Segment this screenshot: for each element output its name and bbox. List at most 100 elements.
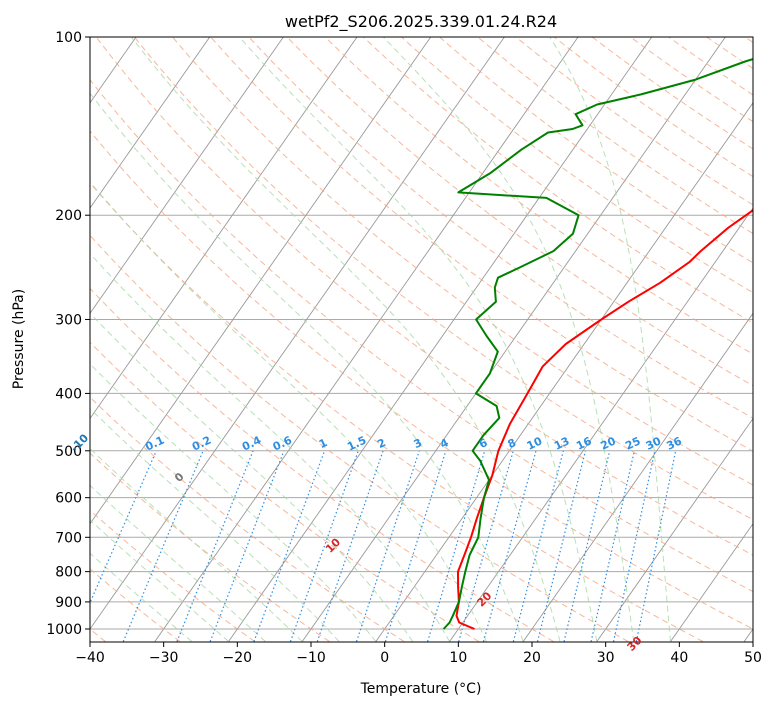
isotherm-line (743, 628, 753, 642)
isotherm-line (90, 37, 505, 630)
mixing-ratio-line (536, 450, 587, 642)
dry-adiabat-line (591, 37, 753, 150)
x-tick-label: −40 (75, 650, 105, 666)
x-axis-ticks: −40 −30 −20 −10 0 10 20 30 40 50 (75, 642, 762, 666)
moist-adiabat-line (90, 92, 524, 642)
mixing-ratio-label: 13 (552, 435, 571, 453)
moist-adiabat-line (90, 447, 303, 642)
x-tick-label: 50 (744, 650, 762, 666)
moist-adiabat-line (90, 552, 193, 642)
x-tick-label: 30 (597, 650, 615, 666)
isotherm-line (154, 37, 579, 642)
y-axis-ticks: 100 200 300 400 500 600 700 800 900 1000 (46, 30, 90, 638)
y-tick-label: 300 (55, 312, 82, 328)
mixing-ratio-label: 6 (477, 436, 490, 451)
isotherm-line (522, 312, 753, 642)
x-tick-label: 10 (449, 650, 467, 666)
dry-adiabat-line (90, 182, 704, 642)
y-tick-label: 1000 (46, 622, 82, 638)
y-tick-label: 400 (55, 386, 82, 402)
mixing-ratio-line (176, 450, 254, 642)
moist-adiabat-line (90, 407, 340, 642)
mixing-ratio-line (612, 450, 656, 642)
y-tick-label: 900 (55, 595, 82, 611)
y-tick-label: 200 (55, 208, 82, 224)
mixing-ratio-label: 2 (375, 436, 387, 451)
dry-adiabat-line (90, 287, 554, 642)
mixing-ratio-line (384, 450, 447, 642)
background-lines (90, 37, 753, 642)
dry-adiabat-line (90, 341, 480, 642)
x-tick-label: 40 (670, 650, 688, 666)
data-series (442, 58, 753, 630)
y-tick-label: 600 (55, 491, 82, 507)
isotherm-line (670, 522, 753, 642)
mixing-ratio-label: 10 (525, 434, 545, 452)
mixing-ratio-line (635, 450, 677, 642)
mixing-ratio-line (316, 450, 384, 642)
mixing-ratio-line (563, 450, 611, 642)
mixing-ratio-label: 16 (574, 434, 594, 452)
temperature-line (455, 208, 753, 630)
y-axis-label: Pressure (hPa) (11, 289, 27, 389)
isotherm-line (90, 37, 358, 420)
mixing-ratio-line (253, 450, 326, 642)
x-tick-label: −30 (149, 650, 179, 666)
moist-adiabat-line (239, 37, 598, 642)
moist-adiabat-line (90, 181, 487, 642)
moist-adiabat-line (90, 252, 451, 642)
y-tick-label: 800 (55, 565, 82, 581)
mixing-ratio-label: 25 (623, 435, 642, 453)
mixing-ratio-line (122, 450, 204, 642)
isotherm-line (375, 102, 753, 642)
mixing-ratio-label: 36 (665, 434, 685, 452)
dry-adiabat-line (172, 37, 753, 486)
mixing-ratio-line (458, 450, 514, 642)
plot-frame (89, 36, 754, 643)
mixing-ratio-line (427, 450, 486, 642)
x-axis-label: Temperature (°C) (360, 681, 482, 697)
y-tick-label: 700 (55, 530, 82, 546)
dry-adiabat-line (90, 509, 255, 642)
isotherm-line (228, 37, 653, 642)
isotherm-line (90, 37, 432, 525)
dry-adiabat-line (668, 37, 753, 96)
mixing-ratio-line (355, 450, 420, 642)
dry-adiabat-line (90, 78, 753, 593)
mixing-ratio-line (90, 450, 157, 605)
chart-title: wetPf2_S206.2025.339.01.24.R24 (285, 12, 557, 32)
dry-adiabat-line (401, 37, 753, 294)
dry-adiabat-line (210, 37, 753, 452)
mixing-ratio-line (482, 450, 537, 642)
dry-adiabat-line (286, 37, 753, 387)
moist-adiabat-line (549, 37, 672, 642)
mixing-ratio-label: 20 (599, 434, 619, 452)
dry-adiabat-line (706, 37, 753, 69)
x-tick-label: −20 (223, 650, 253, 666)
isotherm-line (301, 37, 726, 642)
mixing-ratio-line (590, 450, 635, 642)
isotherm-line (90, 37, 284, 315)
dry-adiabat-line (744, 37, 753, 44)
dry-adiabat-label: 20 (474, 589, 494, 609)
moist-adiabat-line (90, 363, 377, 642)
moist-adiabat-line (90, 519, 229, 642)
dry-adiabat-line (477, 37, 753, 235)
dry-adiabat-label: 30 (625, 634, 645, 654)
moist-adiabat-line (90, 484, 266, 642)
x-tick-label: 0 (380, 650, 389, 666)
mixing-ratio-line (512, 450, 564, 642)
y-tick-label: 100 (55, 30, 82, 46)
dry-adiabat-line (90, 234, 629, 642)
dry-adiabat-line (95, 37, 753, 556)
dry-adiabat-line (248, 37, 753, 419)
x-tick-label: −10 (296, 650, 326, 666)
moist-adiabat-line (131, 37, 561, 642)
dry-adiabat-line (134, 37, 753, 521)
dry-adiabat-line (324, 37, 753, 355)
dry-adiabat-line (90, 130, 753, 630)
isotherm-line (596, 417, 753, 642)
moist-adiabat-line (90, 312, 414, 642)
